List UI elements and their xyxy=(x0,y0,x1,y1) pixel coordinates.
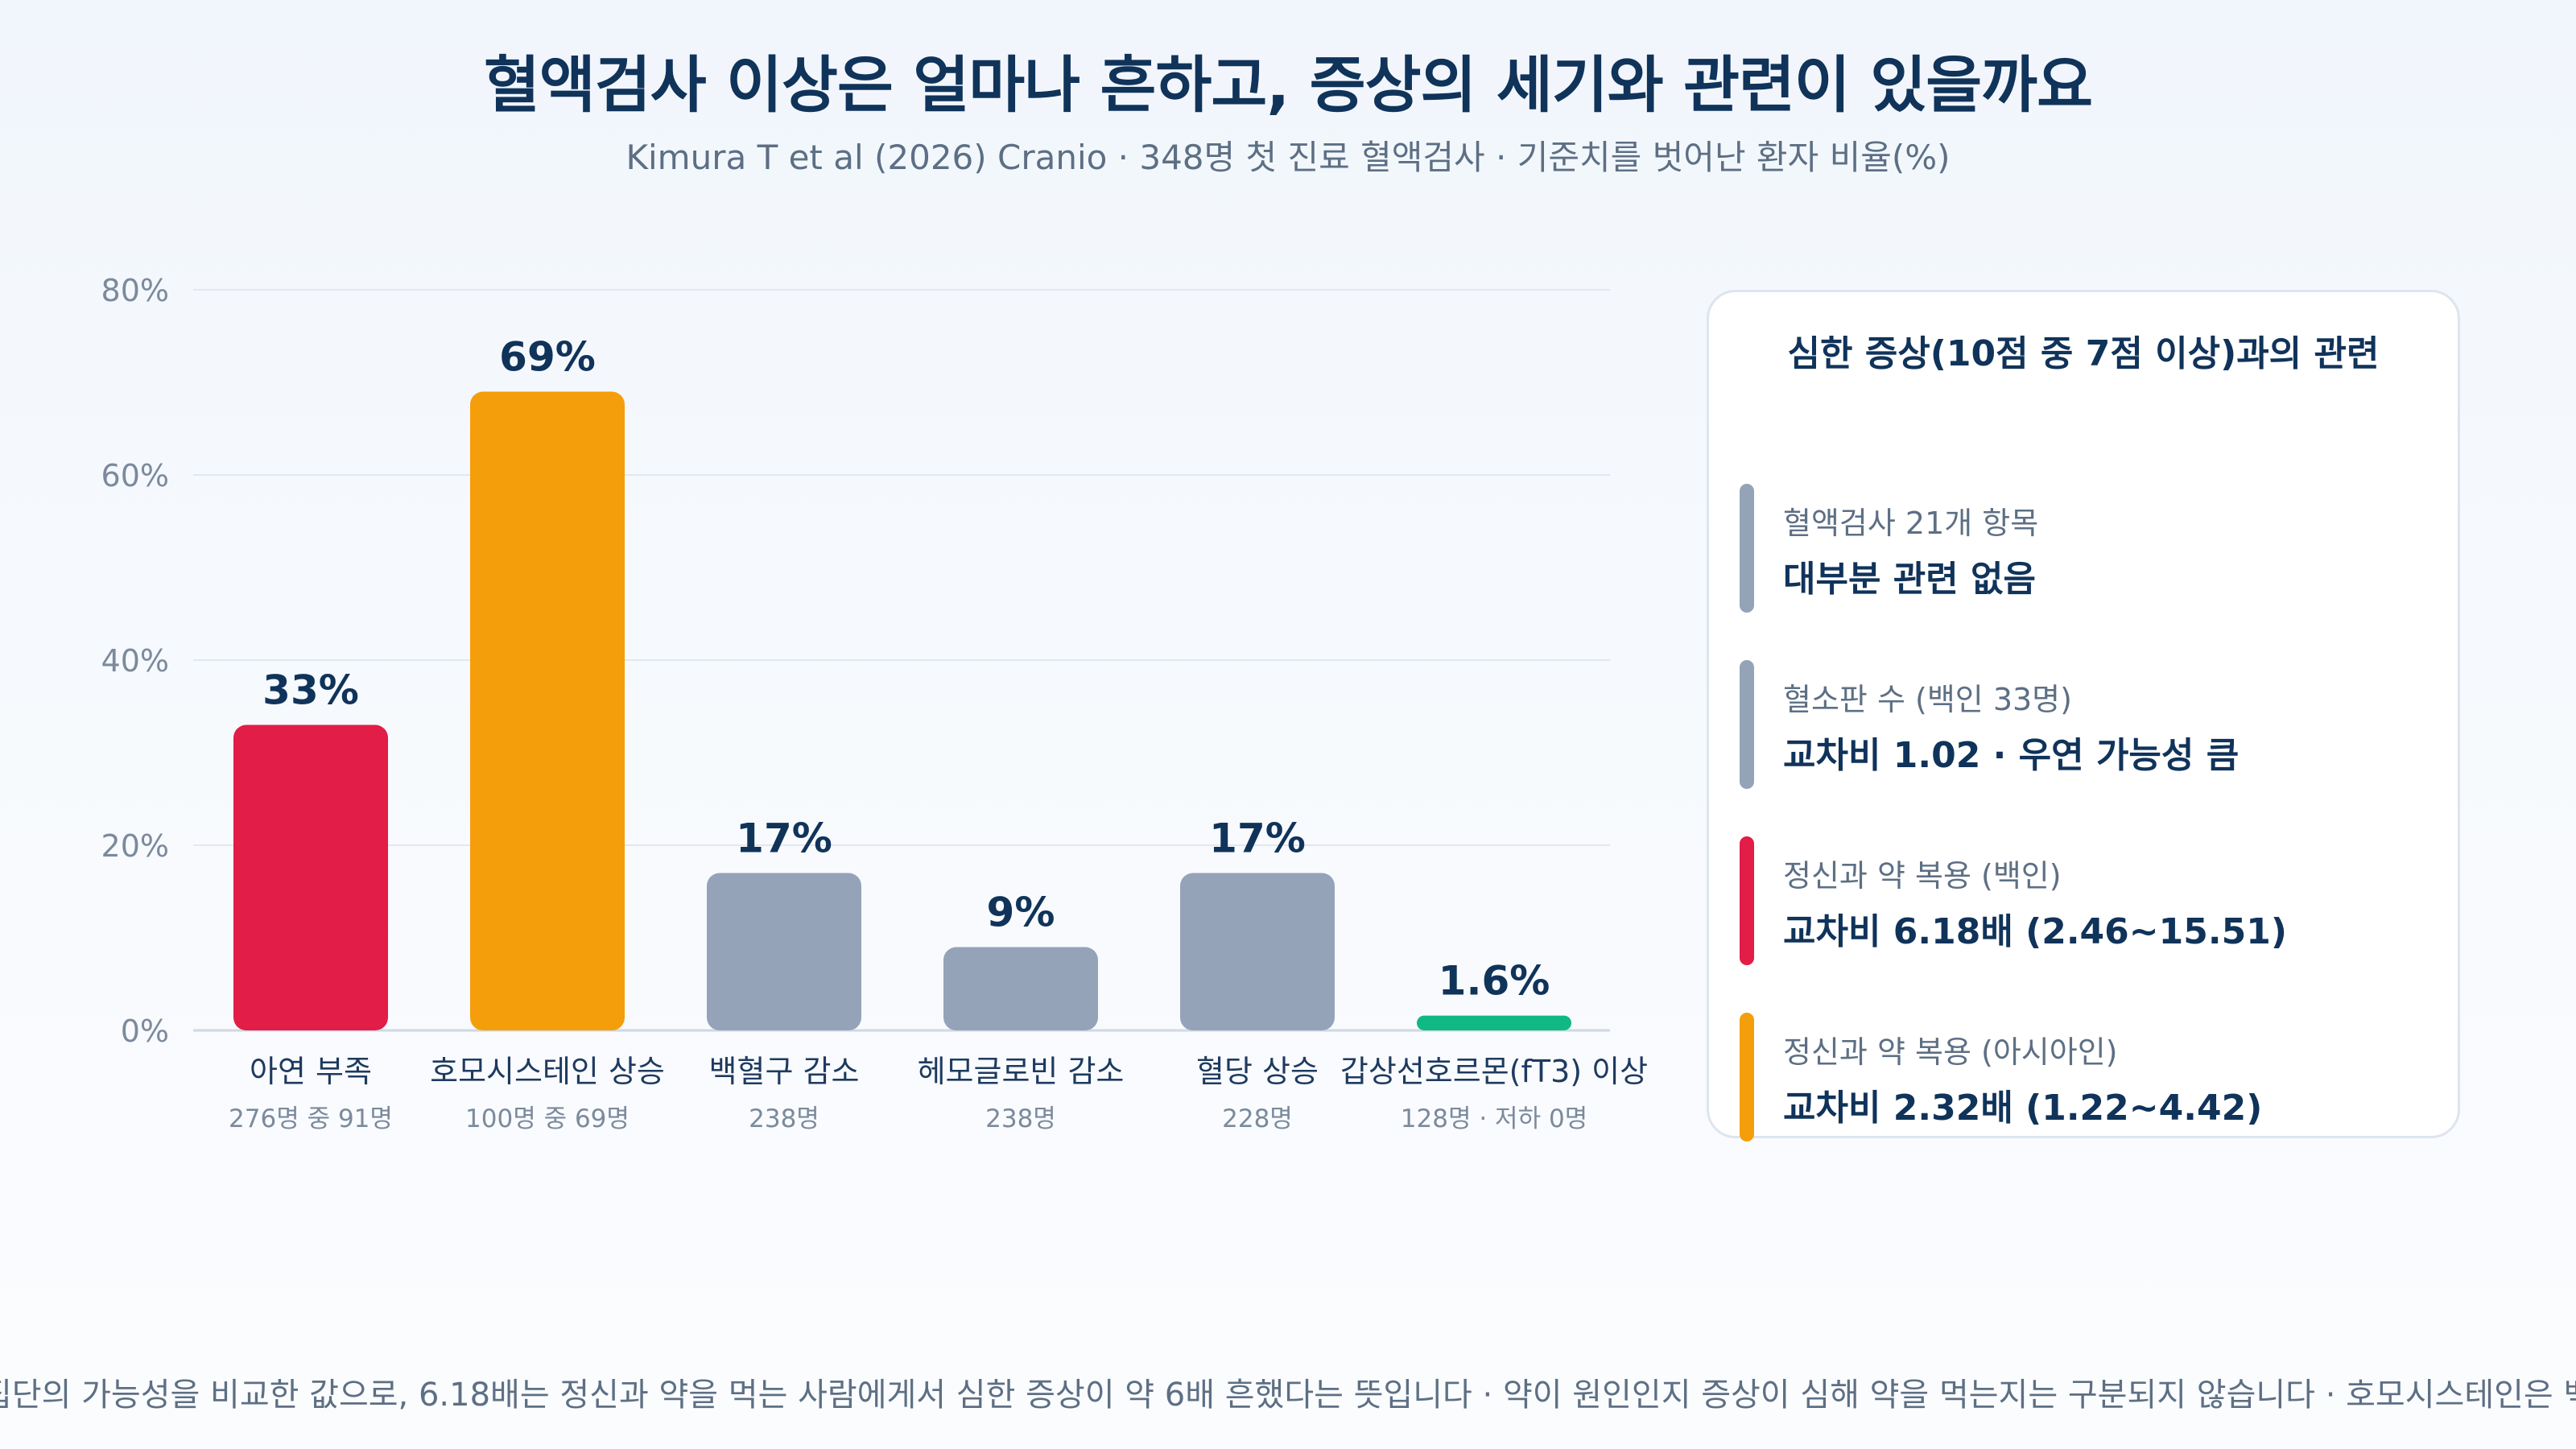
bar xyxy=(1417,1015,1571,1030)
x-tick-sublabel: 100명 중 69명 xyxy=(465,1104,630,1133)
x-tick-label: 갑상선호르몬(fT3) 이상 xyxy=(1340,1054,1648,1089)
panel-item-color-bar xyxy=(1740,660,1754,789)
bar-value-label: 17% xyxy=(1209,815,1306,862)
y-tick-label: 0% xyxy=(121,1013,169,1049)
y-tick-label: 80% xyxy=(101,273,169,308)
chart-title: 혈액검사 이상은 얼마나 흔하고, 증상의 세기와 관련이 있을까요 xyxy=(483,49,2093,121)
y-tick-label: 40% xyxy=(101,643,169,679)
panel-item-platelet: 혈소판 수 (백인 33명) 교차비 1.02 · 우연 가능성 큼 xyxy=(1740,660,2432,789)
x-tick-label: 혈당 상승 xyxy=(1196,1054,1319,1089)
y-tick-label: 20% xyxy=(101,828,169,864)
panel-item-psych-meds-asian: 정신과 약 복용 (아시아인) 교차비 2.32배 (1.22~4.42) xyxy=(1740,1013,2432,1141)
panel-item-label: 혈액검사 21개 항목 xyxy=(1783,506,2039,541)
panel-item-color-bar xyxy=(1740,836,1754,965)
panel-item-value: 대부분 관련 없음 xyxy=(1783,559,2036,600)
association-panel: 심한 증상(10점 중 7점 이상)과의 관련 혈액검사 21개 항목 대부분 … xyxy=(1707,290,2460,1141)
bar-value-label: 17% xyxy=(736,815,832,862)
bar xyxy=(943,947,1098,1030)
panel-item-label: 혈소판 수 (백인 33명) xyxy=(1783,682,2072,717)
x-tick-sublabel: 238명 xyxy=(749,1104,819,1133)
panel-title: 심한 증상(10점 중 7점 이상)과의 관련 xyxy=(1787,333,2380,374)
x-tick-label: 백혈구 감소 xyxy=(709,1054,860,1089)
x-tick-sublabel: 128명 · 저하 0명 xyxy=(1401,1104,1587,1133)
panel-item-value: 교차비 6.18배 (2.46~15.51) xyxy=(1783,911,2287,952)
panel-item-color-bar xyxy=(1740,1013,1754,1141)
bar-value-label: 9% xyxy=(987,890,1055,936)
panel-item-blood-tests: 혈액검사 21개 항목 대부분 관련 없음 xyxy=(1740,484,2432,613)
footnote-text: 집단의 가능성을 비교한 값으로, 6.18배는 정신과 약을 먹는 사람에게서… xyxy=(0,1377,2576,1414)
x-tick-label: 호모시스테인 상승 xyxy=(430,1054,665,1089)
panel-item-color-bar xyxy=(1740,484,1754,613)
x-tick-sublabel: 276명 중 91명 xyxy=(229,1104,393,1133)
panel-item-value: 교차비 2.32배 (1.22~4.42) xyxy=(1783,1088,2263,1129)
y-tick-label: 60% xyxy=(101,458,169,493)
bar xyxy=(470,391,625,1030)
x-tick-label: 아연 부족 xyxy=(250,1054,372,1089)
panel-item-label: 정신과 약 복용 (백인) xyxy=(1783,858,2062,894)
bar-value-label: 1.6% xyxy=(1439,958,1550,1005)
panel-item-label: 정신과 약 복용 (아시아인) xyxy=(1783,1034,2118,1070)
x-tick-sublabel: 228명 xyxy=(1222,1104,1293,1133)
bar xyxy=(1180,873,1335,1030)
chart-subtitle: Kimura T et al (2026) Cranio · 348명 첫 진료… xyxy=(625,138,1951,177)
panel-item-value: 교차비 1.02 · 우연 가능성 큼 xyxy=(1783,735,2240,776)
bar-value-label: 33% xyxy=(262,667,359,714)
bar-value-label: 69% xyxy=(499,334,596,381)
bar xyxy=(233,724,388,1030)
panel-item-psych-meds-white: 정신과 약 복용 (백인) 교차비 6.18배 (2.46~15.51) xyxy=(1740,836,2432,965)
footnote: 집단의 가능성을 비교한 값으로, 6.18배는 정신과 약을 먹는 사람에게서… xyxy=(0,1368,2576,1417)
bar-chart: 0% 20% 40% 60% 80% 33% 아연 부족 276명 중 91명 69% 호모시스테… xyxy=(101,273,1649,1133)
bar xyxy=(707,873,861,1030)
x-tick-sublabel: 238명 xyxy=(985,1104,1056,1133)
x-tick-label: 헤모글로빈 감소 xyxy=(918,1054,1125,1089)
